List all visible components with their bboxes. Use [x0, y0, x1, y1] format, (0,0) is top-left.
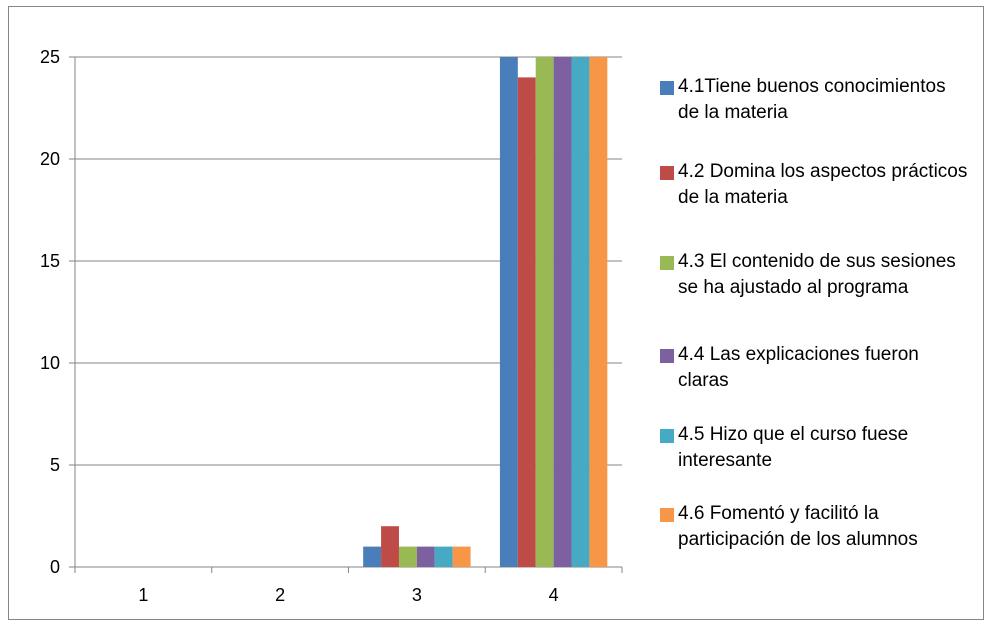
- legend: 4.1Tiene buenos conocimientos de la mate…: [660, 74, 985, 614]
- bar: [499, 57, 518, 567]
- bar: [535, 57, 554, 567]
- bar: [363, 546, 382, 567]
- x-tick-label: 3: [412, 585, 422, 605]
- x-tick-label: 2: [275, 585, 285, 605]
- legend-swatch: [660, 349, 674, 363]
- y-tick-label: 20: [40, 149, 60, 169]
- y-tick-label: 10: [40, 353, 60, 373]
- legend-item: 4.6 Fomentó y facilitó la participación …: [660, 501, 980, 553]
- bar: [434, 546, 453, 567]
- bar: [517, 77, 536, 568]
- bar: [589, 57, 608, 567]
- legend-label: 4.2 Domina los aspectos prácticos de la …: [678, 161, 968, 208]
- legend-swatch: [660, 256, 674, 270]
- legend-label: 4.6 Fomentó y facilitó la participación …: [678, 503, 918, 550]
- bars: [363, 57, 608, 568]
- legend-label: 4.5 Hizo que el curso fuese interesante: [678, 424, 909, 471]
- legend-label: 4.1Tiene buenos conocimientos de la mate…: [678, 76, 946, 123]
- tick-labels: 0 5 10 15 20 25 1 2 3 4: [40, 47, 559, 605]
- legend-item: 4.1Tiene buenos conocimientos de la mate…: [660, 74, 980, 126]
- bar: [416, 546, 435, 567]
- y-tick-label: 0: [50, 557, 60, 577]
- x-tick-label: 4: [549, 585, 559, 605]
- x-tick-label: 1: [138, 585, 148, 605]
- legend-swatch: [660, 508, 674, 522]
- y-tick-label: 25: [40, 47, 60, 67]
- bar: [452, 546, 471, 567]
- legend-label: 4.4 Las explicaciones fueron claras: [678, 344, 919, 391]
- legend-swatch: [660, 429, 674, 443]
- y-tick-label: 15: [40, 251, 60, 271]
- axes: [69, 56, 623, 573]
- bar: [553, 57, 572, 567]
- y-tick-label: 5: [50, 455, 60, 475]
- legend-item: 4.5 Hizo que el curso fuese interesante: [660, 422, 980, 474]
- legend-label: 4.3 El contenido de sus sesiones se ha a…: [678, 251, 956, 298]
- bar: [398, 546, 417, 567]
- legend-item: 4.3 El contenido de sus sesiones se ha a…: [660, 249, 980, 301]
- legend-swatch: [660, 81, 674, 95]
- legend-item: 4.4 Las explicaciones fueron claras: [660, 342, 980, 394]
- bar: [571, 57, 590, 567]
- bar: [381, 526, 399, 567]
- legend-item: 4.2 Domina los aspectos prácticos de la …: [660, 159, 980, 211]
- legend-swatch: [660, 166, 674, 180]
- chart-frame: [8, 6, 984, 620]
